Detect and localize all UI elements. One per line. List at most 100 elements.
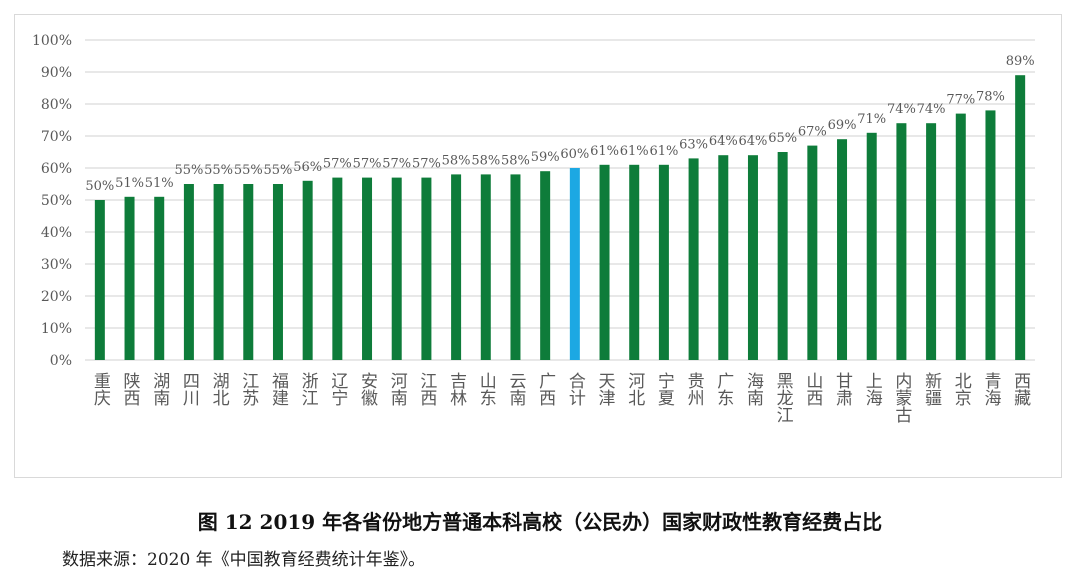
data-label: 58% [471,153,500,168]
data-label: 58% [442,153,471,168]
x-tick-label: 河南 [387,372,408,406]
y-tick-label: 70% [41,129,72,145]
data-label: 71% [857,112,886,127]
bar [747,155,758,360]
data-label: 51% [115,176,144,191]
data-label: 78% [976,89,1005,104]
x-tick-label: 内蒙古 [891,372,912,423]
bar [272,184,283,360]
data-label: 58% [501,153,530,168]
x-tick-label: 浙江 [298,372,319,406]
bar [926,123,937,360]
x-tick-label: 山西 [802,372,822,406]
x-tick-label: 黑龙江 [773,372,794,423]
data-label: 59% [531,150,560,165]
x-tick-label: 吉林 [446,372,467,406]
y-tick-label: 100% [32,33,72,49]
y-tick-label: 10% [41,321,72,337]
x-tick-label: 河北 [624,372,645,406]
bar [213,184,224,360]
x-tick-label: 上海 [862,372,883,407]
data-label: 51% [145,176,174,191]
data-label: 64% [739,134,768,149]
bar [154,196,165,360]
data-label: 55% [234,163,263,178]
x-tick-label: 四川 [179,372,200,406]
bar-chart: 0% 10% 20% 30% 40% 50% 60% 70% 80% 90% 100% 50% 重庆 51… [32,33,1035,423]
bar [569,168,580,360]
x-tick-label: 安徽 [357,372,378,406]
x-tick-label: 北京 [951,372,972,407]
y-tick-label: 30% [41,257,72,273]
x-tick-label: 海南 [743,372,764,406]
y-tick-label: 80% [41,97,72,113]
bar [391,177,402,360]
bar [599,164,610,360]
x-tick-label: 广东 [713,372,734,406]
x-tick-label: 江苏 [238,372,259,407]
data-label: 64% [709,134,738,149]
bar [540,171,551,360]
x-tick-label: 合计 [565,372,586,406]
x-tick-label: 甘肃 [832,372,853,406]
y-tick-label: 90% [41,65,72,81]
x-tick-label: 陕西 [120,372,140,406]
data-label: 61% [649,144,678,159]
x-tick-label: 新疆 [921,372,942,406]
data-label: 56% [293,160,322,175]
data-label: 57% [353,157,382,172]
data-label: 74% [887,102,916,117]
data-label: 60% [560,147,589,162]
x-tick-label: 贵州 [684,372,705,406]
bar [837,139,848,360]
x-tick-label: 福建 [268,372,289,406]
bar [480,174,491,360]
data-label: 63% [679,137,708,152]
x-tick-label: 天津 [595,372,616,406]
y-tick-label: 50% [41,193,72,209]
bar [451,174,462,360]
data-label: 67% [798,125,827,140]
bar [658,164,669,360]
data-label: 57% [323,157,352,172]
x-tick-label: 湖北 [209,372,230,406]
bar [362,177,373,360]
bar [124,196,135,360]
data-label: 57% [412,157,441,172]
data-source-note: 数据来源：2020 年《中国教育经费统计年鉴》。 [62,550,426,570]
data-label: 50% [85,179,114,194]
data-label: 77% [946,93,975,108]
data-label: 69% [828,118,857,133]
bar [718,155,729,360]
x-tick-label: 辽宁 [327,372,348,406]
data-label: 74% [917,102,946,117]
x-tick-label: 山东 [476,372,496,406]
bar [688,158,699,360]
x-tick-label: 宁夏 [654,372,675,406]
bar [777,152,788,360]
bar [985,110,996,361]
data-label: 61% [590,144,619,159]
bar [421,177,432,360]
data-label: 55% [264,163,293,178]
bar [1015,75,1026,360]
bar [332,177,343,360]
y-tick-label: 60% [41,161,72,177]
bar [510,174,521,360]
bar [866,132,877,360]
x-tick-label: 青海 [980,372,1001,407]
bar [243,184,254,360]
bar [302,180,313,360]
data-label: 57% [382,157,411,172]
y-tick-label: 0% [50,353,72,369]
bar [94,200,105,360]
bar [183,184,194,360]
chart-frame [14,14,1062,478]
x-tick-label: 西藏 [1010,372,1031,407]
data-label: 55% [174,163,203,178]
x-tick-label: 江西 [416,372,437,406]
x-tick-label: 广西 [535,372,556,406]
y-tick-label: 20% [41,289,72,305]
bar [896,123,907,360]
x-tick-label: 重庆 [90,372,111,406]
